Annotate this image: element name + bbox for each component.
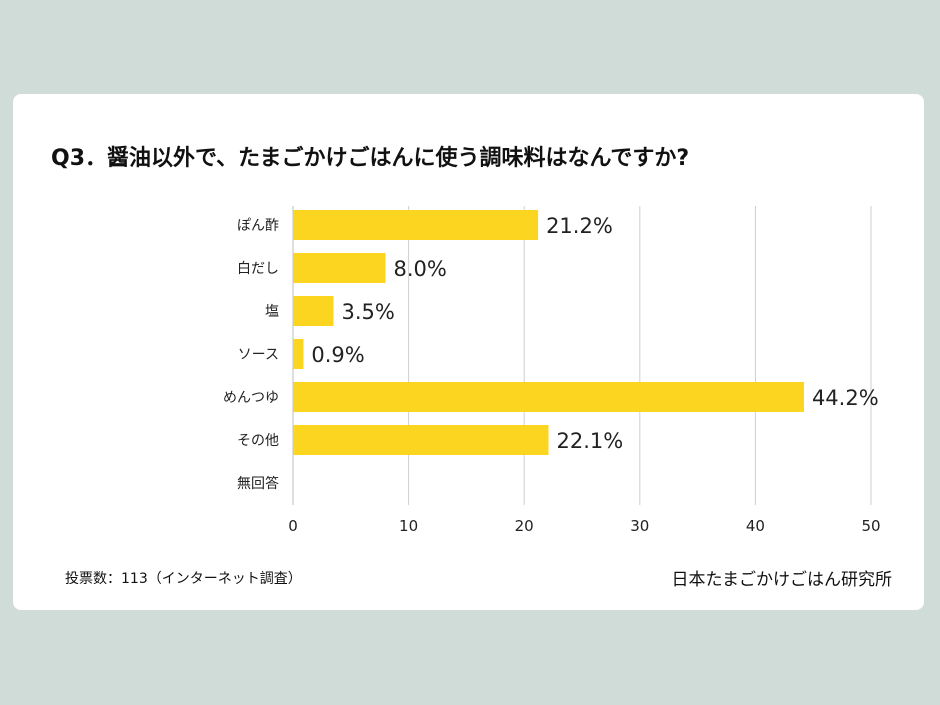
chart-card: Q3．醤油以外で、たまごかけごはんに使う調味料はなんですか? 0 10 20 30 40… (13, 94, 924, 610)
category-label: ソース (238, 347, 279, 363)
data-label: 44.2% (812, 386, 879, 410)
x-tick-label: 50 (861, 517, 880, 535)
category-label: めんつゆ (223, 390, 279, 406)
data-label: 21.2% (546, 214, 613, 238)
x-tick-label: 10 (399, 517, 418, 535)
category-label: その他 (237, 433, 279, 449)
category-label: 白だし (237, 261, 279, 277)
bar (293, 253, 386, 283)
data-label: 22.1% (556, 429, 623, 453)
x-tick-label: 0 (288, 517, 298, 535)
data-label: 0.9% (311, 343, 364, 367)
bar (293, 210, 539, 240)
bar (293, 339, 304, 369)
x-tick-label: 20 (515, 517, 534, 535)
category-label: 無回答 (237, 475, 279, 492)
bar (293, 382, 804, 412)
category-label: 塩 (265, 304, 279, 320)
bar (293, 296, 334, 326)
category-label: ぽん酢 (237, 218, 279, 234)
x-tick-label: 40 (746, 517, 765, 535)
chart-title: Q3．醤油以外で、たまごかけごはんに使う調味料はなんですか? (51, 146, 690, 171)
source-label: 日本たまごかけごはん研究所 (671, 570, 893, 590)
data-label: 8.0% (393, 257, 446, 281)
data-label: 3.5% (341, 300, 394, 324)
sample-note: 投票数：113（インターネット調査） (65, 571, 302, 587)
x-tick-label: 30 (630, 517, 649, 535)
bar-chart: 0 10 20 30 40 50 ぽん酢 21.2% 白だし 8.0% 塩 3.5% ソース 0.9% めん… (223, 206, 881, 535)
bar (293, 425, 549, 455)
